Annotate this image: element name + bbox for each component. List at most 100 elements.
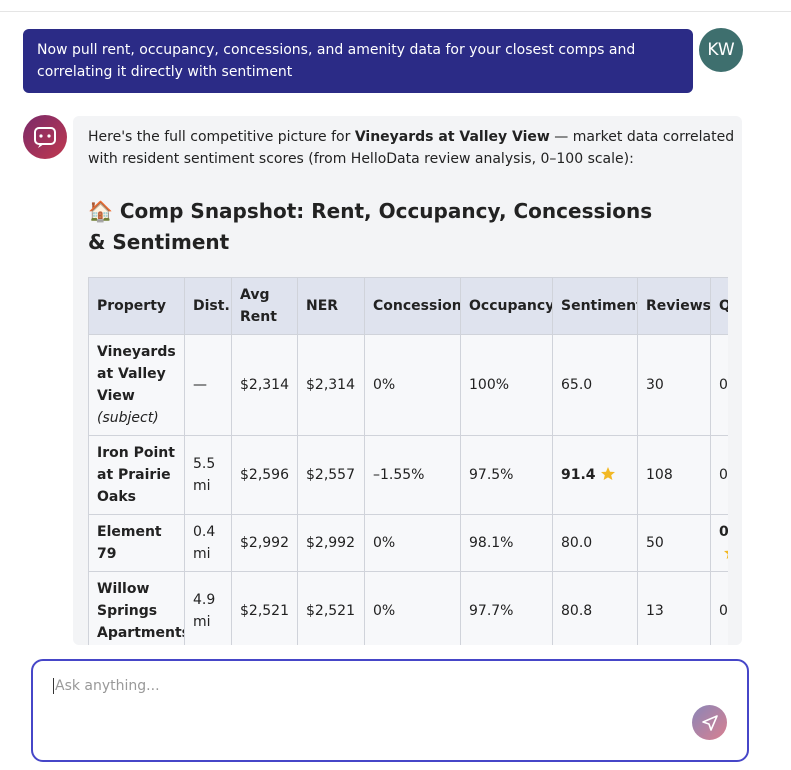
column-header: NER xyxy=(297,277,365,335)
user-avatar[interactable]: KW xyxy=(699,28,743,72)
column-header: Q S xyxy=(710,277,728,335)
cell-text: 13 xyxy=(646,603,664,619)
cell-text: $2,557 xyxy=(306,467,355,483)
user-message: Now pull rent, occupancy, concessions, a… xyxy=(23,29,693,93)
avatar-initials: KW xyxy=(707,40,735,60)
property-name: Iron Point at Prairie Oaks xyxy=(97,445,175,505)
heading-text: Comp Snapshot: Rent, Occupancy, Concessi… xyxy=(88,199,653,254)
column-header: Avg Rent xyxy=(231,277,298,335)
column-header: Reviews xyxy=(637,277,711,335)
comp-table: Property Dist. Avg Rent NER Concession Occupa… xyxy=(88,277,728,645)
cell: 98.1% xyxy=(460,514,553,572)
column-header: Occupancy xyxy=(460,277,553,335)
cell: 0% xyxy=(364,514,461,572)
cell-text: 0. xyxy=(719,467,728,483)
cell-text: 97.5% xyxy=(469,467,514,483)
cell-text: $2,992 xyxy=(240,535,289,551)
cell: $2,521 xyxy=(231,571,298,645)
cell: 97.7% xyxy=(460,571,553,645)
text-bold: Vineyards at Valley View xyxy=(354,129,550,145)
cell: 50 xyxy=(637,514,711,572)
property-name: Element 79 xyxy=(97,524,162,562)
cell: 65.0 xyxy=(552,334,638,436)
cell-text: $2,596 xyxy=(240,467,289,483)
cell-text: $2,314 xyxy=(306,377,355,393)
cell-text: $2,992 xyxy=(306,535,355,551)
cell-text: $2,521 xyxy=(306,603,355,619)
chat-input[interactable] xyxy=(31,659,749,762)
cell: 0. xyxy=(710,514,728,572)
cell: 100% xyxy=(460,334,553,436)
property-name: Vineyards at Valley View xyxy=(97,344,176,404)
bot-avatar xyxy=(23,115,67,159)
cell: 108 xyxy=(637,435,711,515)
cell-text: 80.8 xyxy=(561,603,593,619)
cell: 13 xyxy=(637,571,711,645)
intro: Here's the full competitive picture for … xyxy=(88,126,738,170)
placeholder-text: Ask anything... xyxy=(55,678,160,694)
cell-text: 5.5 mi xyxy=(193,456,216,494)
cell: $2,314 xyxy=(297,334,365,436)
cell: Willow Springs Apartments xyxy=(88,571,185,645)
cell: 0. xyxy=(710,334,728,436)
property-note: (subject) xyxy=(97,410,159,426)
cell: 97.5% xyxy=(460,435,553,515)
user-text: Now pull rent, occupancy, concessions, a… xyxy=(37,42,636,80)
cell-text: 100% xyxy=(469,377,510,393)
cell-text: 108 xyxy=(646,467,673,483)
star-icon xyxy=(600,467,615,480)
heading: 🏠 Comp Snapshot: Rent, Occupancy, Conces… xyxy=(88,196,668,258)
text: — market data correlated with resident s… xyxy=(88,129,735,167)
cell-text: 65.0 xyxy=(561,377,593,393)
cell-text: 80.0 xyxy=(561,535,593,551)
column-header: Dist. xyxy=(184,277,232,335)
cell: 80.8 xyxy=(552,571,638,645)
table-row: Willow Springs Apartments 4.9 mi $2,521 $2,… xyxy=(88,571,728,645)
cell-text: 0. xyxy=(719,524,728,540)
cell-text: 0. xyxy=(719,377,728,393)
cell: — xyxy=(184,334,232,436)
cell: 0. xyxy=(710,435,728,515)
cell: $2,992 xyxy=(297,514,365,572)
cell-text: 0% xyxy=(373,377,396,393)
header-row: Property Dist. Avg Rent NER Concession Occupa… xyxy=(88,277,728,335)
bot-icon xyxy=(34,127,56,148)
send-icon xyxy=(702,715,718,731)
cell-text: –1.55% xyxy=(373,467,425,483)
table-row: Vineyards at Valley View (subject) — $2,314… xyxy=(88,334,728,436)
cell: –1.55% xyxy=(364,435,461,515)
table-row: Iron Point at Prairie Oaks 5.5 mi $2,596 $2… xyxy=(88,435,728,515)
cell: $2,992 xyxy=(231,514,298,572)
cell-text: 91.4 xyxy=(561,467,596,483)
cell-text: 0.4 mi xyxy=(193,524,216,562)
star-icon xyxy=(724,550,728,559)
cell-text: — xyxy=(193,377,207,393)
assistant-message: Here's the full competitive picture for … xyxy=(73,116,742,645)
cell: 30 xyxy=(637,334,711,436)
cell: Vineyards at Valley View (subject) xyxy=(88,334,185,436)
cell-text: 50 xyxy=(646,535,664,551)
cell-text: 4.9 mi xyxy=(193,592,216,630)
cell-text: 0% xyxy=(373,603,396,619)
cell-text: 0% xyxy=(373,535,396,551)
cell: 80.0 xyxy=(552,514,638,572)
text: Here's the full competitive picture for xyxy=(88,129,355,145)
send-button[interactable] xyxy=(692,705,727,740)
cell: 0% xyxy=(364,571,461,645)
cell-text: 97.7% xyxy=(469,603,514,619)
divider xyxy=(0,11,791,12)
column-header: Concession xyxy=(364,277,461,335)
input-placeholder: Ask anything... xyxy=(53,678,160,694)
table-wrapper: Property Dist. Avg Rent NER Concession Occupa… xyxy=(88,277,728,645)
cell: $2,314 xyxy=(231,334,298,436)
cell: Element 79 xyxy=(88,514,185,572)
cell: 0. xyxy=(710,571,728,645)
column-header: Sentiment xyxy=(552,277,638,335)
cell-text: 30 xyxy=(646,377,664,393)
cell: $2,557 xyxy=(297,435,365,515)
cell: 91.4 xyxy=(552,435,638,515)
cell-text: 98.1% xyxy=(469,535,514,551)
cell: $2,596 xyxy=(231,435,298,515)
cell-text: 0. xyxy=(719,603,728,619)
